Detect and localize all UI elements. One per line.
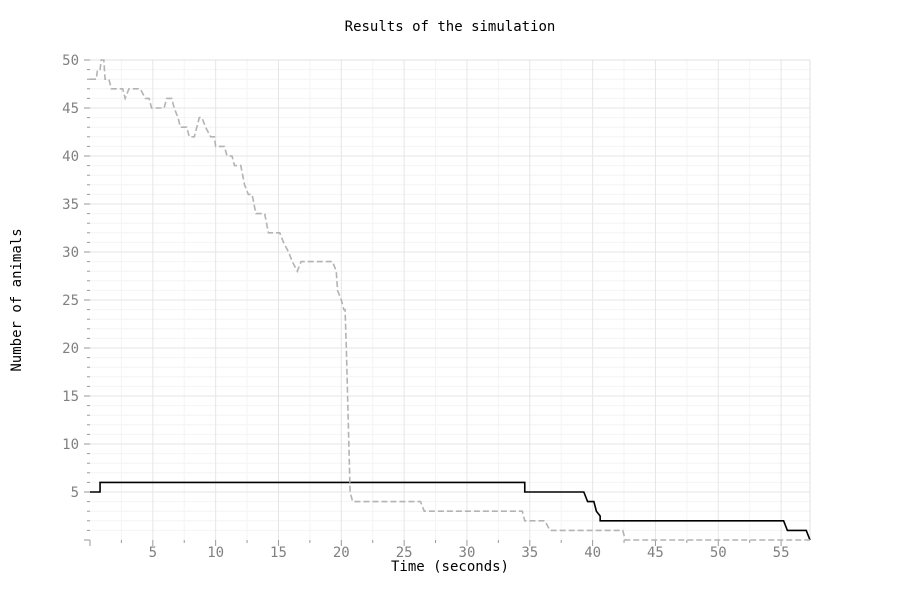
- x-tick-label: 35: [521, 545, 538, 561]
- x-tick-label: 5: [149, 545, 157, 561]
- series-lines: [90, 59, 811, 541]
- x-axis-label: Time (seconds): [391, 559, 509, 575]
- x-tick-label: 55: [773, 545, 790, 561]
- grid: [90, 59, 810, 540]
- y-tick-label: 35: [62, 197, 79, 213]
- y-tick-label: 40: [62, 149, 79, 165]
- x-tick-label: 30: [459, 545, 476, 561]
- x-tick-label: 15: [270, 545, 287, 561]
- y-axis-label: Number of animals: [9, 228, 25, 371]
- y-tick-label: 15: [62, 389, 79, 405]
- x-tick-label: 10: [207, 545, 224, 561]
- x-tick-label: 25: [396, 545, 413, 561]
- y-tick-label: 30: [62, 245, 79, 261]
- x-tick-label: 45: [647, 545, 664, 561]
- y-tick-label: 25: [62, 293, 79, 309]
- axes: [84, 59, 811, 546]
- tick-labels: 5 10 15 20 25 30 35 40 45 50 5 10 15 20 25 30 35 40 45 50 55: [62, 53, 789, 561]
- x-tick-label: 40: [584, 545, 601, 561]
- chart-title: Results of the simulation: [345, 19, 556, 35]
- y-tick-label: 45: [62, 101, 79, 117]
- y-tick-label: 5: [71, 485, 79, 501]
- y-tick-label: 10: [62, 437, 79, 453]
- series-line-2: [90, 59, 810, 541]
- series-line-1: [90, 481, 811, 541]
- y-tick-label: 50: [62, 53, 79, 69]
- y-tick-label: 20: [62, 341, 79, 357]
- x-tick-label: 50: [710, 545, 727, 561]
- x-tick-label: 20: [333, 545, 350, 561]
